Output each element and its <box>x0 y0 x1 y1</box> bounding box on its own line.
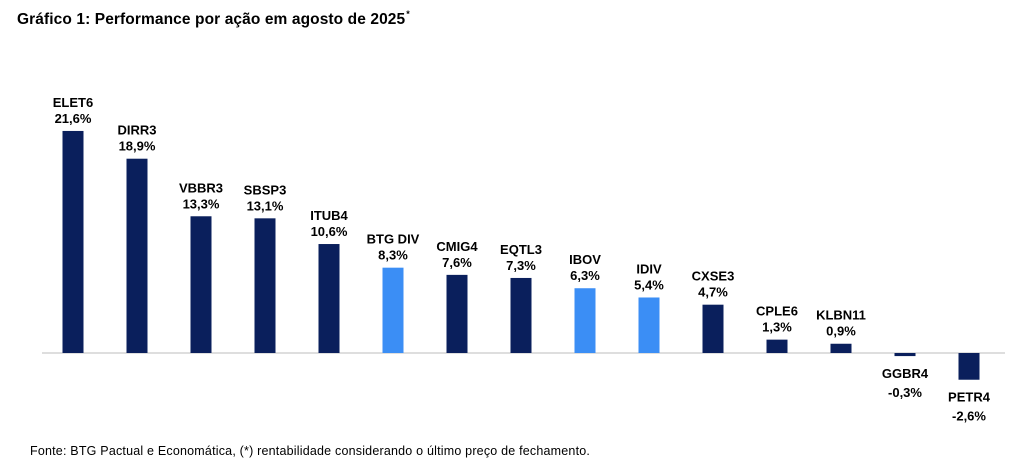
category-label-ggbr4: GGBR4 <box>882 366 929 381</box>
bar-sbsp3 <box>254 218 276 353</box>
bar-btg-div <box>382 267 404 353</box>
bar-eqtl3 <box>510 277 532 353</box>
value-label-cmig4: 7,6% <box>442 255 472 270</box>
value-label-idiv: 5,4% <box>634 277 664 292</box>
value-label-dirr3: 18,9% <box>119 139 156 154</box>
bar-idiv <box>638 297 660 353</box>
value-label-cxse3: 4,7% <box>698 285 728 300</box>
category-label-itub4: ITUB4 <box>310 208 348 223</box>
title-footnote-mark: * <box>406 9 410 19</box>
category-label-cmig4: CMIG4 <box>436 239 478 254</box>
source-note: Fonte: BTG Pactual e Economática, (*) re… <box>30 444 591 458</box>
value-label-vbbr3: 13,3% <box>183 196 220 211</box>
bar-elet6 <box>62 130 84 353</box>
value-label-petr4: -2,6% <box>952 409 986 424</box>
category-label-sbsp3: SBSP3 <box>244 182 287 197</box>
bar-dirr3 <box>126 158 148 353</box>
value-label-itub4: 10,6% <box>311 224 348 239</box>
value-label-elet6: 21,6% <box>55 111 92 126</box>
category-label-vbbr3: VBBR3 <box>179 180 223 195</box>
category-label-ibov: IBOV <box>569 252 601 267</box>
value-label-ibov: 6,3% <box>570 268 600 283</box>
bar-vbbr3 <box>190 216 212 353</box>
value-label-sbsp3: 13,1% <box>247 198 284 213</box>
value-label-btg-div: 8,3% <box>378 248 408 263</box>
bar-cple6 <box>766 339 788 353</box>
category-label-dirr3: DIRR3 <box>117 123 156 138</box>
category-label-klbn11: KLBN11 <box>816 308 866 323</box>
bar-petr4 <box>958 353 980 380</box>
value-label-ggbr4: -0,3% <box>888 385 922 400</box>
category-label-cple6: CPLE6 <box>756 304 798 319</box>
value-label-klbn11: 0,9% <box>826 324 856 339</box>
category-label-eqtl3: EQTL3 <box>500 242 542 257</box>
bar-cxse3 <box>702 304 724 353</box>
value-label-cple6: 1,3% <box>762 320 792 335</box>
bar-itub4 <box>318 244 340 353</box>
chart-title: Gráfico 1: Performance por ação em agost… <box>17 9 410 28</box>
bar-klbn11 <box>830 343 852 353</box>
value-label-eqtl3: 7,3% <box>506 258 536 273</box>
category-label-elet6: ELET6 <box>53 95 93 110</box>
category-label-cxse3: CXSE3 <box>692 269 735 284</box>
category-label-idiv: IDIV <box>636 261 662 276</box>
bar-cmig4 <box>446 274 468 353</box>
category-label-btg-div: BTG DIV <box>367 232 420 247</box>
bar-ibov <box>574 288 596 353</box>
bars-group <box>62 130 980 380</box>
category-label-petr4: PETR4 <box>948 390 991 405</box>
bar-ggbr4 <box>894 353 916 357</box>
